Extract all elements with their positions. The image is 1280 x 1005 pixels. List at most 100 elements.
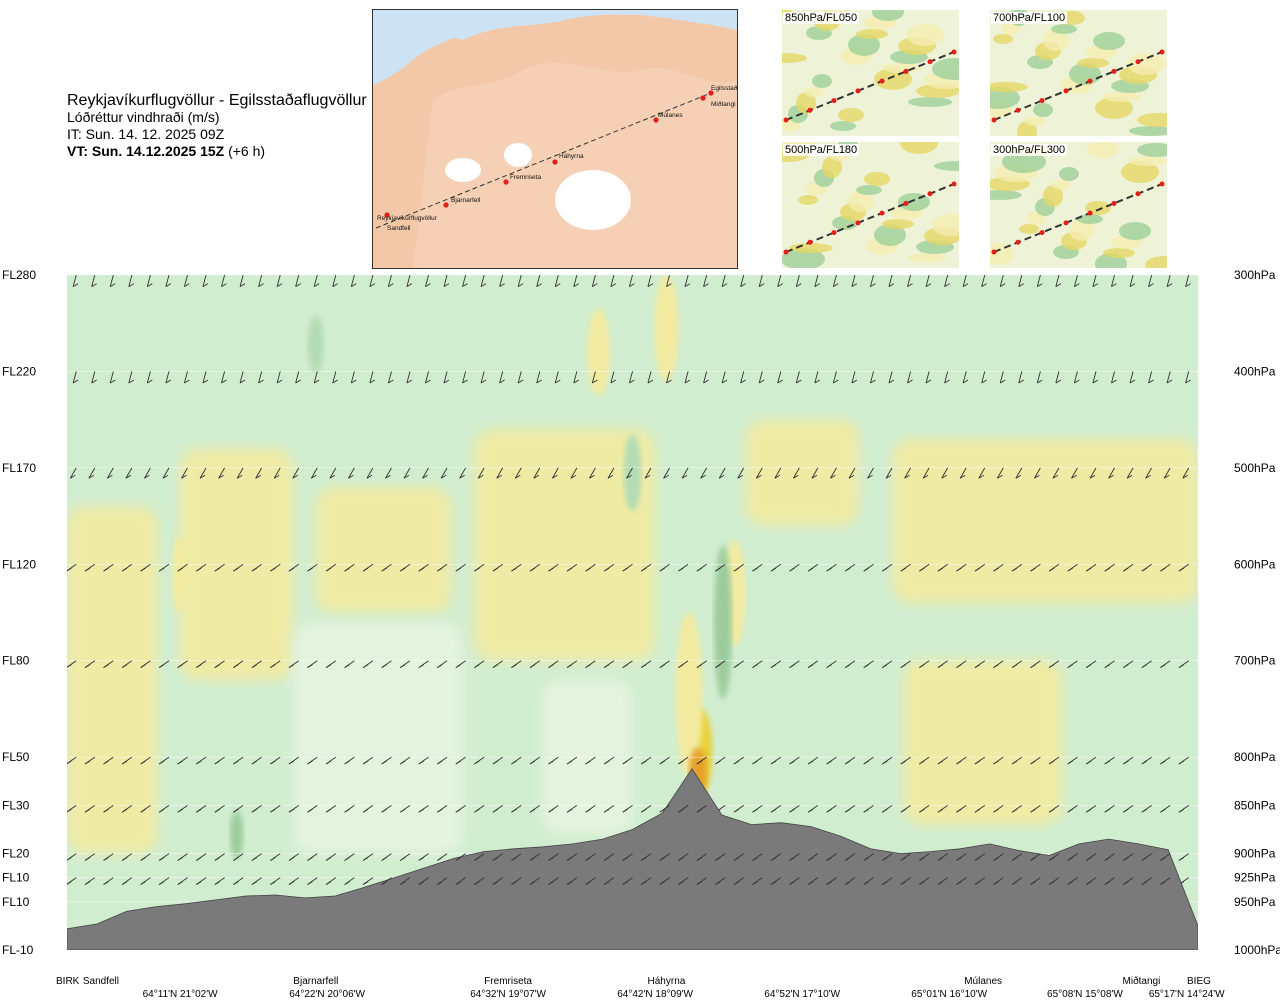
wind-barb (993, 660, 1004, 668)
wind-barb (251, 853, 262, 861)
wind-barb (1111, 275, 1117, 287)
wind-barb (84, 756, 96, 765)
wind-barb (307, 804, 318, 813)
wind-barb (585, 804, 596, 813)
wind-barb (1123, 563, 1134, 572)
wind-barb (678, 563, 689, 572)
wind-band (903, 660, 1063, 825)
field-blob (782, 248, 825, 268)
wind-barb (202, 371, 209, 384)
wind-barb (214, 563, 225, 572)
wind-barb (1052, 467, 1060, 479)
map-place-label: Miðtangi (711, 100, 736, 108)
wind-barb (270, 660, 281, 668)
wind-barb (696, 877, 707, 885)
wind-barb (830, 467, 837, 479)
wind-barb (554, 371, 561, 384)
wind-barb (1123, 877, 1134, 885)
wind-barb (181, 467, 188, 479)
wind-barb (103, 563, 114, 572)
wind-barb (974, 853, 986, 861)
wind-barb (752, 563, 763, 572)
wind-barb (647, 275, 654, 287)
wind-barb (807, 660, 819, 668)
wind-barb (733, 877, 745, 885)
wind-barb (288, 877, 300, 885)
wind-band (474, 429, 656, 661)
wind-barb (548, 853, 559, 861)
wind-band (745, 419, 859, 526)
wind-barb (807, 756, 819, 765)
wind-barb (177, 804, 188, 813)
wind-barb (67, 756, 77, 765)
minimap-850-graphic (782, 10, 959, 132)
wind-barb (573, 275, 580, 287)
route-point (503, 179, 509, 185)
wind-barb (347, 467, 355, 479)
wind-barb (344, 877, 355, 885)
route-point (807, 107, 813, 113)
wind-barb (425, 371, 431, 384)
wind-barb (307, 660, 318, 668)
wind-barb (128, 275, 135, 287)
wind-barb (344, 660, 355, 668)
field-blob (1127, 53, 1165, 75)
wind-barb (789, 660, 800, 668)
wind-barb (1071, 467, 1078, 479)
wind-barb (678, 804, 689, 813)
field-blob (1095, 97, 1133, 119)
wind-barb (362, 853, 374, 861)
coordinate-label: 64°52'N 17°10'W (764, 989, 840, 1000)
wind-barb (919, 877, 930, 885)
wind-barb (1141, 660, 1152, 668)
wind-zone-up (587, 308, 610, 396)
wind-barb (1048, 660, 1060, 668)
wind-barb (276, 371, 283, 384)
wind-barb (325, 804, 337, 813)
wind-barb (437, 756, 448, 765)
wind-barb (740, 275, 746, 287)
wind-barb (826, 563, 837, 572)
wind-barb (140, 756, 151, 765)
wind-barb (140, 563, 151, 572)
wind-barb (993, 804, 1004, 813)
map-place-label: Bjarnarfell (451, 197, 481, 204)
field-blob (1145, 256, 1167, 268)
wind-barb (288, 660, 300, 668)
route-line (785, 51, 955, 121)
wind-barb (1011, 756, 1023, 765)
wind-barb (752, 660, 763, 668)
place-label: Bjarnarfell (293, 976, 338, 987)
field-blob (872, 10, 904, 21)
wind-barb (313, 275, 320, 287)
wind-barb (1073, 275, 1080, 287)
minimap-300-label: 300hPa/FL300 (991, 144, 1068, 156)
wind-barb (437, 563, 448, 572)
wind-barb (295, 275, 301, 287)
wind-barb (344, 853, 355, 861)
wind-barb (659, 660, 670, 668)
wind-barb (103, 853, 114, 861)
flight-level-label: FL220 (2, 364, 36, 378)
wind-barb (659, 877, 670, 885)
wind-barb (770, 853, 782, 861)
route-point (991, 249, 997, 255)
wind-barb (325, 563, 337, 572)
map-place-label: Egilsstaðir (711, 84, 737, 92)
wind-barb (437, 853, 448, 861)
plot-area (67, 275, 1198, 950)
route-point (951, 49, 957, 55)
route-point (1159, 49, 1165, 55)
flight-level-label: FL170 (2, 461, 36, 475)
field-blob (882, 219, 914, 229)
route-line (375, 92, 712, 229)
wind-barb (350, 371, 357, 384)
wind-barb (499, 371, 505, 384)
wind-barb (195, 756, 207, 765)
wind-barb (162, 467, 170, 479)
wind-barb (499, 275, 505, 287)
bottom-coordinates: 64°11'N 21°02'W 64°22'N 20°06'W 64°32'N 19… (143, 989, 1226, 1000)
wind-barb (1048, 756, 1060, 765)
wind-barb (195, 877, 207, 885)
